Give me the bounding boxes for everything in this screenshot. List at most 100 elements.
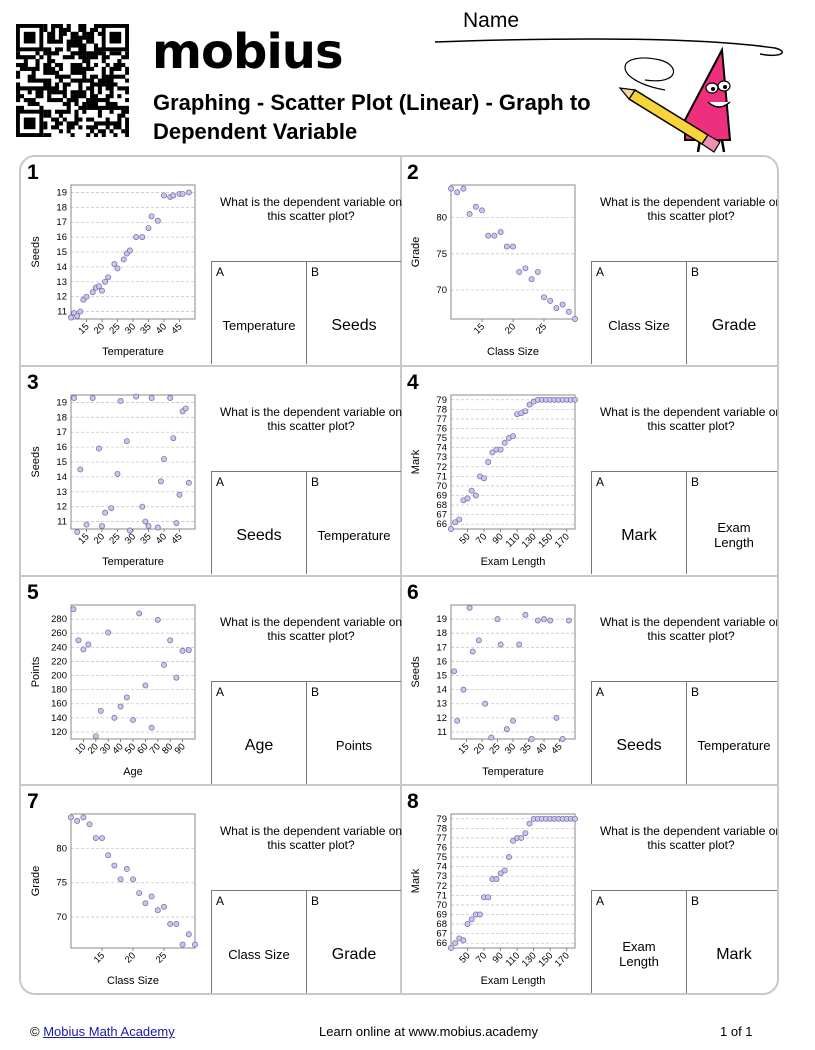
answer-option-a[interactable]: A Temperature [211,261,306,364]
qr-module [105,82,110,87]
data-point [476,911,483,918]
qr-module [47,62,52,68]
qr-module [66,105,71,110]
answer-option-b[interactable]: B Temperature [306,471,401,574]
data-point [102,278,109,285]
qr-module [35,86,40,91]
qr-module [43,133,48,138]
qr-module [78,35,83,40]
y-tick-label: 180 [51,685,67,696]
qr-module [82,31,87,36]
x-tick-label: 110 [504,531,522,549]
qr-module [16,62,21,68]
qr-module [125,98,130,103]
x-tick-label: 170 [553,950,572,969]
data-point [185,931,192,938]
option-letter: B [311,475,320,489]
answer-option-b[interactable]: B Exam Length [686,471,777,574]
data-point [148,724,155,731]
qr-module [105,98,110,103]
answer-option-a[interactable]: A Class Size [591,261,686,364]
data-point [503,243,510,250]
data-point [526,820,533,827]
x-tick-label: 45 [169,321,184,336]
qr-module [113,121,118,126]
qr-module [58,31,63,36]
qr-module [62,74,67,79]
qr-module [109,51,114,56]
qr-module [125,51,130,56]
qr-module [105,62,110,68]
qr-module [90,66,95,71]
answer-option-b[interactable]: B Grade [686,261,777,364]
row-divider [21,365,777,367]
x-tick-label: 40 [154,321,169,336]
qr-module [47,35,52,40]
answer-option-b[interactable]: B Mark [686,890,777,993]
data-point [97,707,104,714]
qr-module [70,66,75,71]
y-tick-label: 120 [51,727,67,738]
qr-module [93,55,99,60]
qr-module [90,31,95,36]
qr-module [109,101,114,107]
qr-module [97,47,102,52]
qr-module [93,43,99,48]
qr-module [117,66,122,71]
qr-module [70,125,75,130]
qr-module [58,98,63,103]
x-axis-label: Exam Length [481,975,546,987]
answer-option-b[interactable]: B Temperature [686,681,777,784]
qr-module [97,98,102,103]
x-tick-label: 20 [503,321,518,336]
qr-module [86,86,91,91]
y-tick-label: 16 [56,232,67,243]
y-tick-label: 11 [57,307,67,318]
x-tick-label: 45 [549,741,564,756]
qr-module [39,94,44,99]
qr-module [78,43,83,48]
data-point [68,314,74,321]
y-tick-label: 13 [56,277,67,288]
answer-option-a[interactable]: A Exam Length [591,890,686,993]
qr-module [66,55,71,60]
option-text: Class Size [608,317,670,333]
qr-module [125,133,130,138]
qr-module [78,24,83,29]
row-divider [21,575,777,577]
qr-module [74,90,79,95]
qr-module [101,133,106,138]
qr-module [74,39,79,44]
qr-module [19,55,24,60]
answer-option-a[interactable]: A Age [211,681,306,784]
answer-option-b[interactable]: B Points [306,681,401,784]
y-tick-label: 76 [436,843,447,854]
data-point [161,192,167,199]
answer-option-a[interactable]: A Class Size [211,890,306,993]
copyright-link[interactable]: Mobius Math Academy [43,1024,175,1039]
qr-module [54,24,60,29]
x-tick-label: 15 [76,321,91,336]
qr-module [66,43,71,48]
qr-module [70,78,75,83]
y-tick-label: 79 [436,814,447,825]
data-point [71,395,78,401]
answer-option-a[interactable]: A Seeds [591,681,686,784]
qr-module [101,51,106,56]
qr-module [47,39,52,44]
y-tick-label: 77 [436,833,447,844]
answer-option-a[interactable]: A Mark [591,471,686,574]
answer-option-a[interactable]: A Seeds [211,471,306,574]
answer-option-b[interactable]: B Grade [306,890,401,993]
x-tick-label: 15 [92,950,107,965]
qr-module [19,86,24,91]
x-axis-label: Age [123,766,143,778]
x-axis-label: Temperature [482,766,544,778]
qr-module [97,82,102,87]
y-tick-label: 67 [436,510,447,521]
data-point [77,308,84,315]
qr-module [101,121,106,126]
qr-module [97,129,102,134]
x-tick-label: 130 [520,950,539,969]
answer-option-b[interactable]: B Seeds [306,261,401,364]
